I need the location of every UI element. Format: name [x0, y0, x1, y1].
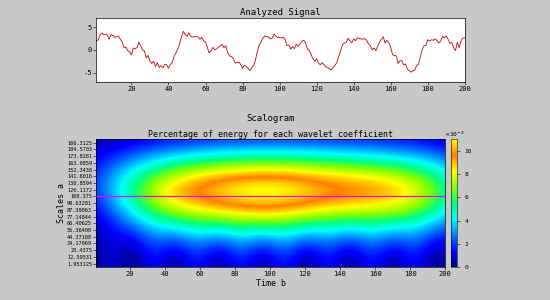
Y-axis label: Scales a: Scales a — [57, 183, 65, 223]
Title: Analyzed Signal: Analyzed Signal — [240, 8, 321, 17]
Text: Scalogram: Scalogram — [246, 114, 295, 123]
X-axis label: Time b: Time b — [256, 279, 286, 288]
Title: $\times$10$^{-3}$: $\times$10$^{-3}$ — [443, 129, 464, 139]
Title: Percentage of energy for each wavelet coefficient: Percentage of energy for each wavelet co… — [148, 130, 393, 139]
